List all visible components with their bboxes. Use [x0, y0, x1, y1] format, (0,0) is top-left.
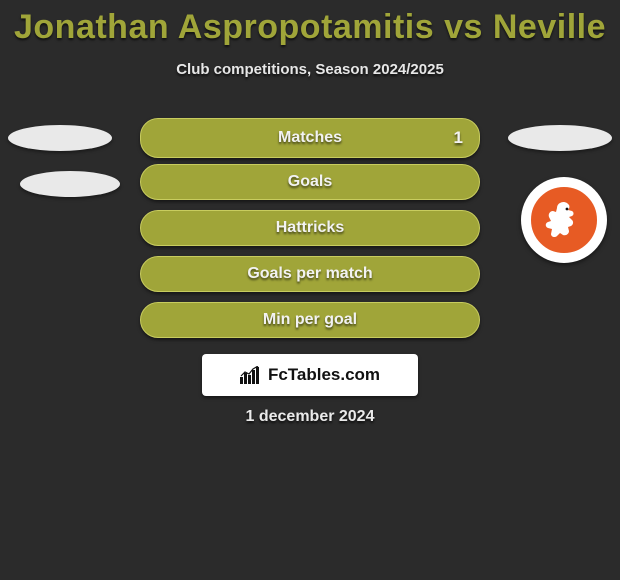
brand-box[interactable]: FcTables.com: [202, 354, 418, 396]
brand-text: FcTables.com: [268, 365, 380, 385]
left-player-marker-icon: [8, 125, 112, 151]
stat-row: Goals per match: [0, 256, 620, 302]
left-player-marker-icon: [20, 171, 120, 197]
page-title: Jonathan Aspropotamitis vs Neville: [0, 0, 620, 47]
stat-label: Goals: [288, 173, 332, 191]
stat-pill-hattricks: Hattricks: [140, 210, 480, 246]
stat-pill-matches: Matches 1: [140, 118, 480, 158]
lion-icon: [543, 199, 585, 241]
right-player-marker-icon: [508, 125, 612, 151]
bars-icon: [240, 366, 262, 384]
stat-row: Matches 1: [0, 118, 620, 164]
stat-label: Hattricks: [276, 219, 344, 237]
stat-pill-goals: Goals: [140, 164, 480, 200]
stat-label: Min per goal: [263, 311, 357, 329]
club-badge: [521, 177, 607, 263]
stat-pill-goals-per-match: Goals per match: [140, 256, 480, 292]
stat-pill-min-per-goal: Min per goal: [140, 302, 480, 338]
stat-label: Matches: [278, 129, 342, 147]
stat-row: Min per goal: [0, 302, 620, 348]
footer-date: 1 december 2024: [0, 408, 620, 426]
stat-value-right: 1: [454, 128, 463, 148]
club-badge-inner: [528, 184, 600, 256]
page-subtitle: Club competitions, Season 2024/2025: [0, 61, 620, 78]
stat-label: Goals per match: [247, 265, 372, 283]
